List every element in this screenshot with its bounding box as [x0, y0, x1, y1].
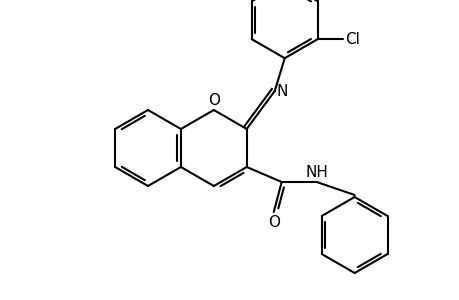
Text: O: O: [267, 215, 279, 230]
Text: N: N: [276, 83, 287, 98]
Text: NH: NH: [305, 165, 327, 180]
Text: O: O: [207, 93, 219, 108]
Text: Cl: Cl: [344, 32, 359, 47]
